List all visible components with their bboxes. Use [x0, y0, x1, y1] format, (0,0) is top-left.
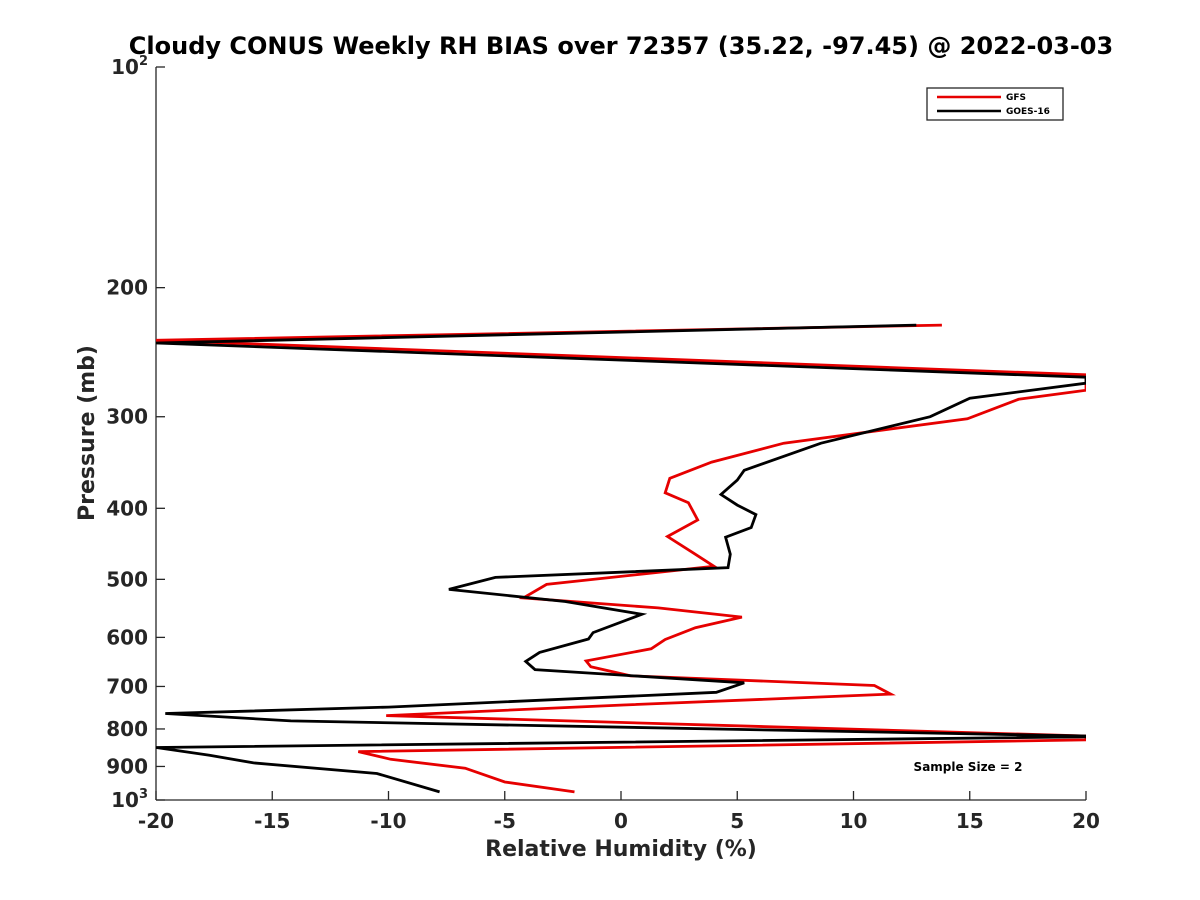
plot-area [155, 67, 1086, 801]
y-tick-label: 600 [106, 625, 148, 649]
x-tick-label: -10 [370, 809, 406, 833]
y-tick-label: 300 [106, 405, 148, 429]
x-tick-label: 0 [614, 809, 628, 833]
x-tick-label: 10 [840, 809, 868, 833]
y-tick-label: 102 [111, 54, 148, 79]
y-tick-label: 500 [106, 567, 148, 591]
series-line-goes-16 [156, 323, 1086, 794]
y-axis-ticks: 102 200 300 400 500 600 700 800 900 103 [106, 54, 165, 812]
legend-box [926, 87, 1064, 121]
x-tick-label: 20 [1072, 809, 1100, 833]
x-axis-ticks: -20 -15 -10 -5 0 5 10 15 20 [138, 791, 1100, 833]
y-tick-label: 800 [106, 717, 148, 741]
y-tick-label: 900 [106, 754, 148, 778]
x-tick-label: -5 [494, 809, 516, 833]
chart-title: Cloudy CONUS Weekly RH BIAS over 72357 (… [129, 32, 1113, 60]
x-tick-label: -15 [254, 809, 290, 833]
series-line-gfs [156, 323, 1086, 794]
y-axis-label: Pressure (mb) [75, 345, 100, 521]
y-tick-label: 700 [106, 674, 148, 698]
chart-legend: GFS GOES-16 [926, 87, 1064, 121]
sample-size-annotation: Sample Size = 2 [914, 760, 1023, 774]
x-tick-label: 5 [730, 809, 744, 833]
legend-label: GFS [1006, 93, 1026, 103]
y-tick-label: 400 [106, 496, 148, 520]
y-tick-label: 200 [106, 276, 148, 300]
legend-label: GOES-16 [1006, 107, 1050, 117]
x-tick-label: -20 [138, 809, 174, 833]
y-tick-label: 103 [111, 787, 148, 812]
x-tick-label: 15 [956, 809, 984, 833]
x-axis-label: Relative Humidity (%) [485, 837, 757, 862]
